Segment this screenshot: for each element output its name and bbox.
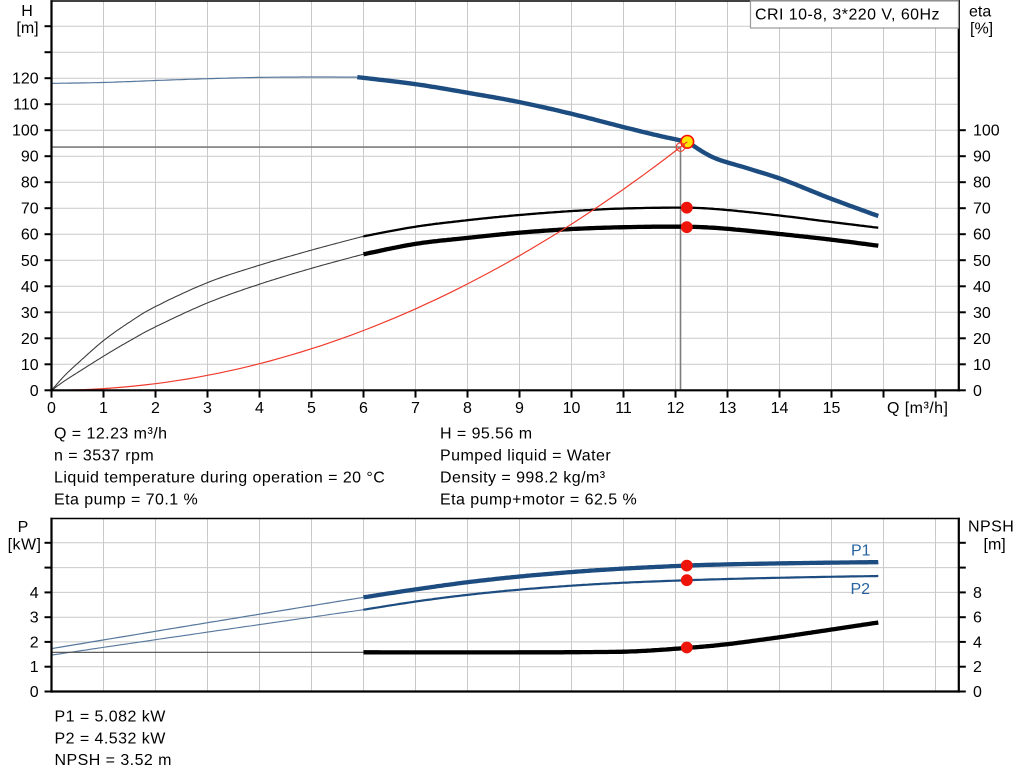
svg-text:90: 90: [973, 149, 991, 166]
svg-text:90: 90: [21, 149, 39, 166]
svg-text:8: 8: [973, 585, 982, 602]
svg-text:H: H: [21, 3, 33, 20]
svg-text:120: 120: [12, 71, 39, 88]
svg-text:20: 20: [21, 331, 39, 348]
svg-text:15: 15: [823, 400, 841, 417]
svg-text:NPSH = 3.52 m: NPSH = 3.52 m: [55, 752, 172, 769]
svg-text:40: 40: [973, 279, 991, 296]
svg-text:6: 6: [973, 610, 982, 627]
svg-text:0: 0: [30, 383, 39, 400]
svg-text:50: 50: [21, 253, 39, 270]
svg-text:60: 60: [21, 227, 39, 244]
svg-text:P: P: [18, 519, 29, 536]
svg-text:6: 6: [359, 400, 368, 417]
svg-text:2: 2: [30, 634, 39, 651]
svg-text:20: 20: [973, 331, 991, 348]
svg-text:Density = 998.2 kg/m³: Density = 998.2 kg/m³: [440, 469, 606, 486]
svg-text:4: 4: [30, 585, 39, 602]
svg-text:2: 2: [973, 659, 982, 676]
svg-text:3: 3: [30, 610, 39, 627]
svg-text:5: 5: [307, 400, 316, 417]
svg-text:70: 70: [21, 201, 39, 218]
svg-text:eta: eta: [969, 4, 991, 21]
svg-text:Q = 12.23 m³/h: Q = 12.23 m³/h: [54, 426, 167, 443]
svg-text:2: 2: [151, 400, 160, 417]
svg-text:4: 4: [255, 400, 264, 417]
svg-text:0: 0: [30, 684, 39, 701]
svg-text:Liquid temperature during oper: Liquid temperature during operation = 20…: [54, 469, 385, 486]
svg-text:P2: P2: [851, 581, 871, 598]
svg-text:H = 95.56 m: H = 95.56 m: [440, 426, 533, 443]
svg-text:P1 = 5.082 kW: P1 = 5.082 kW: [55, 709, 167, 726]
svg-text:P2 = 4.532 kW: P2 = 4.532 kW: [55, 730, 167, 747]
svg-text:[m]: [m]: [984, 537, 1006, 554]
svg-text:[m]: [m]: [16, 20, 38, 37]
svg-text:10: 10: [973, 357, 991, 374]
svg-text:Pumped liquid = Water: Pumped liquid = Water: [440, 448, 611, 465]
svg-text:Eta pump = 70.1 %: Eta pump = 70.1 %: [54, 491, 198, 508]
svg-text:30: 30: [21, 305, 39, 322]
svg-text:11: 11: [615, 400, 632, 417]
svg-text:P1: P1: [851, 543, 871, 560]
svg-text:10: 10: [563, 400, 581, 417]
svg-text:13: 13: [719, 400, 737, 417]
svg-text:4: 4: [973, 634, 982, 651]
svg-text:[%]: [%]: [970, 21, 993, 38]
svg-text:100: 100: [12, 123, 39, 140]
svg-text:30: 30: [973, 305, 991, 322]
svg-text:CRI 10-8, 3*220 V, 60Hz: CRI 10-8, 3*220 V, 60Hz: [755, 7, 940, 24]
svg-text:14: 14: [771, 400, 789, 417]
svg-text:7: 7: [411, 400, 420, 417]
svg-text:[kW]: [kW]: [8, 537, 42, 554]
svg-text:Q [m³/h]: Q [m³/h]: [887, 400, 948, 417]
svg-text:0: 0: [973, 684, 982, 701]
svg-text:40: 40: [21, 279, 39, 296]
svg-text:0: 0: [973, 383, 982, 400]
svg-text:70: 70: [973, 201, 991, 218]
svg-text:0: 0: [47, 400, 56, 417]
svg-text:80: 80: [21, 175, 39, 192]
svg-text:50: 50: [973, 253, 991, 270]
svg-text:n = 3537 rpm: n = 3537 rpm: [54, 448, 154, 465]
svg-text:10: 10: [21, 357, 39, 374]
svg-text:110: 110: [13, 97, 39, 114]
svg-text:Eta pump+motor = 62.5 %: Eta pump+motor = 62.5 %: [440, 491, 637, 508]
svg-text:1: 1: [30, 659, 39, 676]
svg-text:NPSH: NPSH: [968, 519, 1014, 536]
svg-text:9: 9: [515, 400, 524, 417]
svg-text:8: 8: [463, 400, 472, 417]
svg-text:100: 100: [973, 123, 1000, 140]
svg-text:3: 3: [203, 400, 212, 417]
svg-text:1: 1: [99, 400, 108, 417]
svg-text:80: 80: [973, 175, 991, 192]
svg-text:60: 60: [973, 227, 991, 244]
svg-text:12: 12: [667, 400, 685, 417]
